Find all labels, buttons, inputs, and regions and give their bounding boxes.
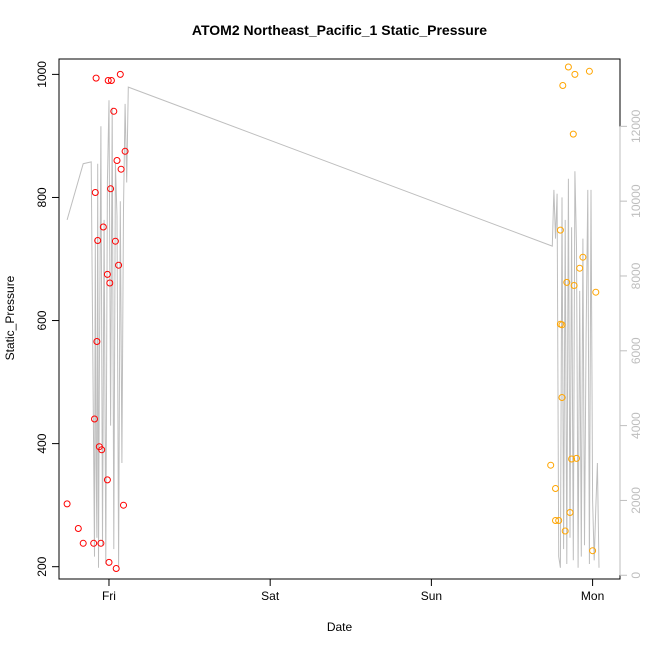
data-point xyxy=(573,454,580,462)
x-tick-label: Sun xyxy=(421,589,442,603)
y-right-tick-label: 10000 xyxy=(629,184,643,218)
data-point xyxy=(105,558,113,566)
data-point xyxy=(563,278,571,286)
data-point xyxy=(93,338,101,345)
data-point xyxy=(569,130,577,138)
data-point xyxy=(107,77,115,84)
data-point xyxy=(558,394,566,401)
data-point xyxy=(74,525,82,532)
plot-frame xyxy=(58,58,621,580)
data-point xyxy=(585,67,593,75)
data-point xyxy=(117,165,125,173)
data-point xyxy=(94,237,102,244)
x-tick-label: Mon xyxy=(581,589,604,603)
data-point xyxy=(103,270,111,278)
data-point xyxy=(106,279,114,287)
data-point xyxy=(97,539,105,547)
y-right-tick-label: 6000 xyxy=(629,337,643,364)
data-point xyxy=(112,565,120,572)
data-point xyxy=(104,77,112,84)
y-tick-label: 200 xyxy=(35,556,49,576)
data-point xyxy=(121,147,129,155)
data-point xyxy=(558,321,566,329)
y-tick-label: 800 xyxy=(35,187,49,207)
points-layer xyxy=(63,63,600,572)
data-point xyxy=(92,74,100,82)
data-point xyxy=(566,509,574,516)
y-axis-label: Static_Pressure xyxy=(3,275,17,360)
data-point xyxy=(113,157,121,164)
x-axis-label: Date xyxy=(327,620,353,634)
series-line xyxy=(66,86,600,568)
x-tick-label: Fri xyxy=(102,589,116,603)
data-point xyxy=(111,237,119,245)
y-axis-right: 0 2000 4000 6000 8000 10000 12000 xyxy=(619,109,643,579)
data-point xyxy=(552,485,559,492)
data-point xyxy=(571,70,579,78)
y-axis-left: 200 400 600 800 1000 xyxy=(35,61,59,577)
data-point xyxy=(90,539,98,547)
data-point xyxy=(107,185,115,193)
chart-title: ATOM2 Northeast_Pacific_1 Static_Pressur… xyxy=(192,22,487,38)
data-point xyxy=(576,264,584,272)
data-point xyxy=(63,500,71,508)
x-axis: Fri Sat Sun Mon xyxy=(102,579,604,603)
y-tick-label: 600 xyxy=(35,310,49,330)
y-tick-label: 400 xyxy=(35,433,49,453)
data-point xyxy=(99,223,107,231)
y-right-tick-label: 4000 xyxy=(629,412,643,439)
line-layer xyxy=(66,86,600,568)
data-point xyxy=(570,282,578,289)
data-point xyxy=(561,527,569,535)
x-tick-label: Sat xyxy=(261,589,280,603)
data-point xyxy=(556,226,564,234)
y-right-tick-label: 12000 xyxy=(629,109,643,143)
y-tick-label: 1000 xyxy=(35,61,49,88)
data-point xyxy=(91,189,99,196)
data-point xyxy=(110,107,118,115)
data-point xyxy=(579,253,587,261)
data-point xyxy=(592,288,600,296)
data-point xyxy=(91,415,98,423)
data-point xyxy=(568,455,576,463)
data-point xyxy=(547,461,555,469)
data-point xyxy=(116,70,124,78)
data-point xyxy=(115,261,123,269)
data-point xyxy=(555,517,563,524)
y-right-tick-label: 8000 xyxy=(629,262,643,289)
y-right-tick-label: 0 xyxy=(629,572,643,579)
data-point xyxy=(79,539,87,547)
data-point xyxy=(552,517,559,524)
data-point xyxy=(120,501,127,509)
y-right-tick-label: 2000 xyxy=(629,487,643,514)
data-point xyxy=(564,63,572,71)
data-point xyxy=(589,547,597,555)
data-point xyxy=(559,82,567,89)
data-point xyxy=(98,446,106,454)
data-point xyxy=(103,476,111,484)
